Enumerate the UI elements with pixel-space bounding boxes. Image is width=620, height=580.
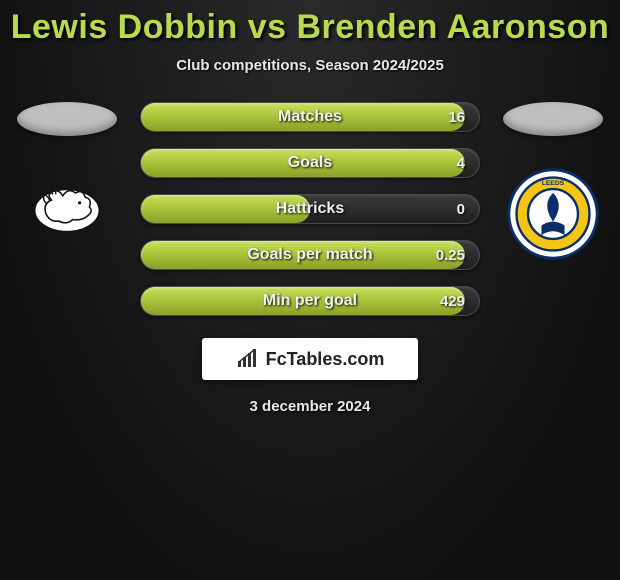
stat-label: Hattricks — [141, 195, 479, 223]
stat-label: Goals per match — [141, 241, 479, 269]
stat-label: Matches — [141, 103, 479, 131]
stat-value: 16 — [448, 103, 465, 131]
right-player-col: LEEDS — [498, 102, 608, 264]
left-club-crest — [17, 164, 117, 264]
stat-value: 429 — [440, 287, 465, 315]
stat-bar: Goals per match0.25 — [140, 240, 480, 270]
stat-bar: Goals4 — [140, 148, 480, 178]
brand-chart-icon — [236, 349, 260, 369]
date-text: 3 december 2024 — [250, 398, 371, 415]
stat-value: 0 — [457, 195, 465, 223]
stat-label: Goals — [141, 149, 479, 177]
right-club-crest: LEEDS — [503, 164, 603, 264]
left-player-col — [12, 102, 122, 264]
comparison-row: Matches16 Goals4 Hattricks0 Goals per match… — [0, 102, 620, 316]
player-silhouette-right — [503, 102, 603, 136]
stat-bar: Hattricks0 — [140, 194, 480, 224]
page-title: Lewis Dobbin vs Brenden Aaronson — [11, 8, 609, 47]
stat-bar: Matches16 — [140, 102, 480, 132]
stat-value: 4 — [457, 149, 465, 177]
stat-value: 0.25 — [436, 241, 465, 269]
brand-text: FcTables.com — [266, 349, 385, 370]
stat-bar: Min per goal429 — [140, 286, 480, 316]
svg-text:LEEDS: LEEDS — [542, 180, 565, 187]
stats-column: Matches16 Goals4 Hattricks0 Goals per match… — [140, 102, 480, 316]
player-silhouette-left — [17, 102, 117, 136]
stat-label: Min per goal — [141, 287, 479, 315]
brand-badge: FcTables.com — [202, 338, 418, 380]
subtitle: Club competitions, Season 2024/2025 — [176, 57, 444, 74]
